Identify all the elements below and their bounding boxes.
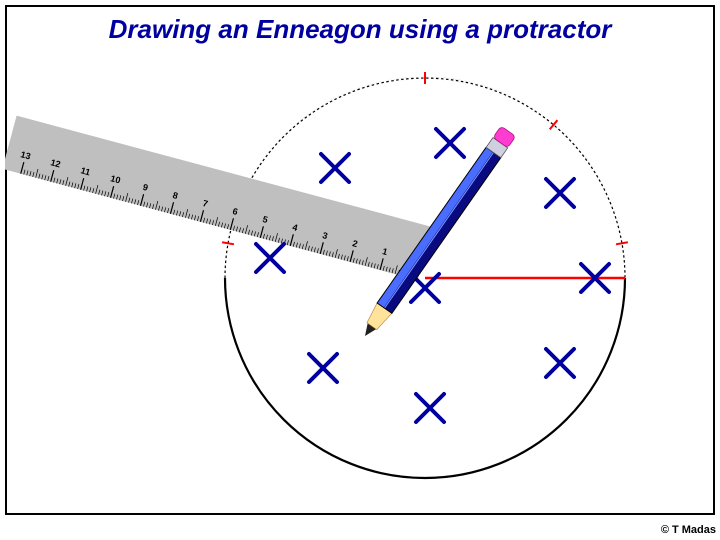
diagram-stage: 012345678910111213 xyxy=(5,48,715,515)
diagram-svg: 012345678910111213 xyxy=(5,48,715,515)
x-marks xyxy=(256,129,609,422)
title-text: Drawing an Enneagon using a protractor xyxy=(109,14,612,45)
title-banner: Drawing an Enneagon using a protractor xyxy=(12,10,708,48)
credit-text: © T Madas xyxy=(661,524,716,536)
ruler: 012345678910111213 xyxy=(5,116,432,280)
